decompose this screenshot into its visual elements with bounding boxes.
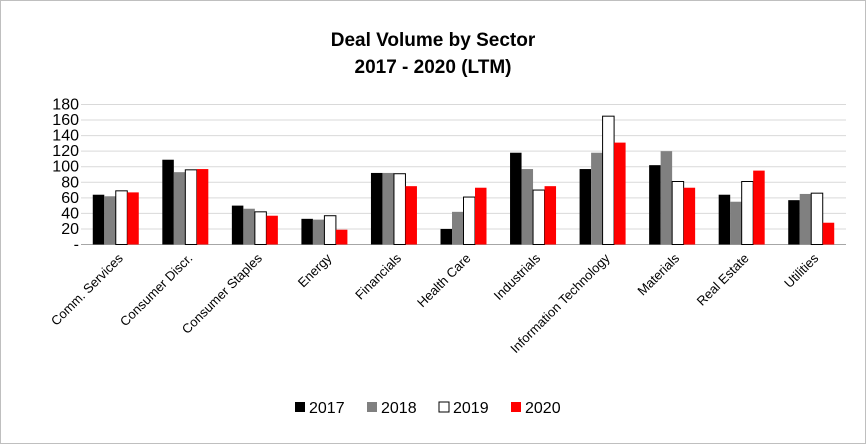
bar-materials-2018 [660,151,673,245]
y-tick-label: 140 [52,128,79,145]
bar-energy-2019 [323,215,337,246]
bar-utilities-2018 [799,193,812,245]
legend-swatch-2017 [295,402,305,412]
bar-health-care-2017 [440,228,452,245]
bar-financials-2017 [370,172,383,245]
bar-energy-2017 [301,218,313,245]
legend-swatch-2018 [367,402,377,412]
y-tick-label: 180 [52,97,79,114]
bar-information-technology-2020 [614,142,626,245]
bar-comm-services-2017 [92,194,105,245]
y-tick-label: 40 [61,205,79,222]
bar-comm-services-2019 [115,190,128,245]
bar-energy-2020 [335,229,348,245]
bar-industrials-2020 [544,186,557,245]
bar-information-technology-2017 [579,169,592,245]
bars [92,115,835,246]
y-tick-label: 100 [52,159,79,176]
bar-consumer-staples-2017 [231,205,244,245]
x-tick-label: Energy [295,250,335,290]
bar-comm-services-2020 [127,192,139,245]
bar-energy-2018 [312,219,325,245]
legend-label-2019: 2019 [453,400,489,417]
x-tick-label: Financials [352,250,404,302]
x-tick-label: Materials [634,250,682,298]
y-tick-label: 60 [61,190,79,207]
bar-materials-2017 [649,165,661,245]
bar-comm-services-2018 [104,196,116,245]
bar-consumer-discr-2017 [162,159,174,245]
y-tick-label: 80 [61,174,79,191]
chart-subtitle: 2017 - 2020 (LTM) [355,57,512,78]
y-tick-label: - [74,237,79,254]
legend-label-2020: 2020 [525,400,561,417]
legend-label-2017: 2017 [309,400,345,417]
bar-real-estate-2019 [741,181,754,245]
x-tick-label: Utilities [781,250,822,291]
legend-swatch-2019 [438,401,450,413]
gridlines [81,104,846,245]
bar-industrials-2018 [521,169,534,245]
bar-consumer-staples-2018 [243,208,255,245]
bar-real-estate-2020 [753,170,765,245]
y-tick-label: 160 [52,112,79,129]
bar-financials-2019 [393,173,406,246]
x-tick-label: Consumer Discr. [117,251,196,330]
x-tick-label: Real Estate [694,251,752,309]
bar-utilities-2019 [810,192,824,246]
bar-utilities-2017 [788,200,800,245]
bar-real-estate-2017 [718,194,731,245]
x-tick-label: Industrials [491,250,544,303]
bar-health-care-2019 [463,196,476,245]
bar-health-care-2018 [452,211,464,245]
x-tick-label: Comm. Services [48,250,126,328]
bar-information-technology-2018 [591,152,603,245]
legend-label-2018: 2018 [381,400,417,417]
bar-materials-2019 [671,181,685,245]
bar-consumer-discr-2020 [196,169,209,245]
x-tick-label: Health Care [414,251,474,311]
bar-real-estate-2018 [730,201,742,245]
bar-utilities-2020 [822,222,835,245]
y-tick-label: 120 [52,143,79,160]
bar-industrials-2019 [532,189,546,245]
bar-information-technology-2019 [602,115,615,245]
legend-swatch-2020 [511,402,521,412]
bar-health-care-2020 [475,187,487,245]
bar-materials-2020 [683,187,696,245]
legend: 2017 2018 2019 2020 [295,400,561,417]
bar-consumer-staples-2019 [254,211,267,245]
bar-consumer-discr-2019 [184,169,198,245]
bar-consumer-staples-2020 [266,215,278,245]
y-tick-label: 20 [61,221,79,238]
bar-consumer-discr-2018 [173,172,186,245]
bar-financials-2020 [405,186,417,245]
bar-financials-2018 [382,172,394,245]
bar-industrials-2017 [510,152,522,245]
chart-title: Deal Volume by Sector [331,30,536,51]
